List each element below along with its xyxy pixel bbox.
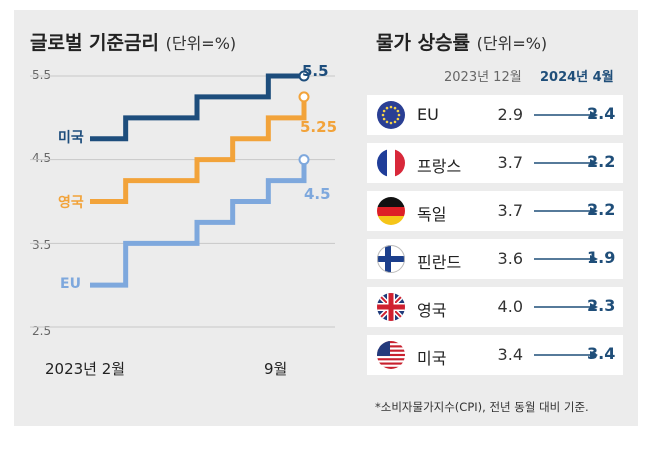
table-row: 핀란드 3.6 1.9 [367, 239, 623, 279]
value-dec2023: 3.4 [497, 345, 523, 364]
arrow-right-icon [534, 351, 598, 359]
end-label-uk: 5.25 [300, 118, 338, 136]
column-header-apr2024: 2024년 4월 [540, 70, 614, 85]
value-apr2024: 2.4 [587, 104, 616, 123]
endpoint-marker-us [298, 70, 310, 82]
series-line-us [90, 73, 304, 142]
france-flag-icon [377, 149, 405, 177]
country-name: 프랑스 [417, 157, 462, 176]
table-row: 미국 3.4 3.4 [367, 335, 623, 375]
footnote: *소비자물가지수(CPI), 전년 동월 대비 기준. [375, 400, 589, 414]
series-label-uk: 영국 [58, 195, 84, 211]
germany-flag-icon [377, 197, 405, 225]
value-dec2023: 3.6 [497, 249, 523, 268]
y-tick-label: 4.5 [32, 151, 52, 165]
value-apr2024: 2.2 [587, 200, 616, 219]
series-line-eu [90, 159, 307, 288]
country-name: 독일 [417, 205, 447, 224]
value-apr2024: 2.3 [587, 296, 616, 315]
end-label-eu: 4.5 [304, 185, 331, 203]
arrow-right-icon [534, 303, 598, 311]
value-apr2024: 1.9 [587, 248, 616, 267]
series-label-eu: EU [60, 276, 81, 292]
rate-chart-title: 글로벌 기준금리 (단위=%) [30, 32, 237, 54]
table-row: 프랑스 3.7 2.2 [367, 143, 623, 183]
country-name: EU [417, 105, 439, 124]
endpoint-marker-eu [298, 154, 310, 166]
arrow-right-icon [534, 207, 598, 215]
x-end-label: 9월 [264, 360, 288, 378]
country-name: 영국 [417, 301, 447, 320]
value-dec2023: 3.7 [497, 153, 523, 172]
arrow-right-icon [534, 255, 598, 263]
y-tick-label: 3.5 [32, 238, 52, 252]
finland-flag-icon [377, 245, 405, 273]
arrow-right-icon [534, 111, 598, 119]
series-line-uk [90, 96, 307, 204]
y-tick-label: 5.5 [32, 68, 52, 82]
value-dec2023: 3.7 [497, 201, 523, 220]
end-label-us: 5.5 [302, 62, 329, 80]
table-row: 독일 3.7 2.2 [367, 191, 623, 231]
arrow-right-icon [534, 159, 598, 167]
country-name: 핀란드 [417, 253, 462, 272]
value-apr2024: 2.2 [587, 152, 616, 171]
inflation-table-title: 물가 상승률 (단위=%) [376, 32, 548, 54]
table-row: EU 2.9 2.4 [367, 95, 623, 135]
value-dec2023: 2.9 [497, 105, 523, 124]
value-apr2024: 3.4 [587, 344, 616, 363]
country-name: 미국 [417, 349, 447, 368]
uk-flag-icon [377, 293, 405, 321]
endpoint-marker-uk [298, 91, 310, 103]
eu-flag-icon [377, 101, 405, 129]
x-start-label: 2023년 2월 [45, 360, 126, 378]
us-flag-icon [377, 341, 405, 369]
table-row: 영국 4.0 2.3 [367, 287, 623, 327]
series-label-us: 미국 [58, 130, 84, 146]
column-header-dec2023: 2023년 12월 [444, 70, 522, 85]
value-dec2023: 4.0 [497, 297, 523, 316]
